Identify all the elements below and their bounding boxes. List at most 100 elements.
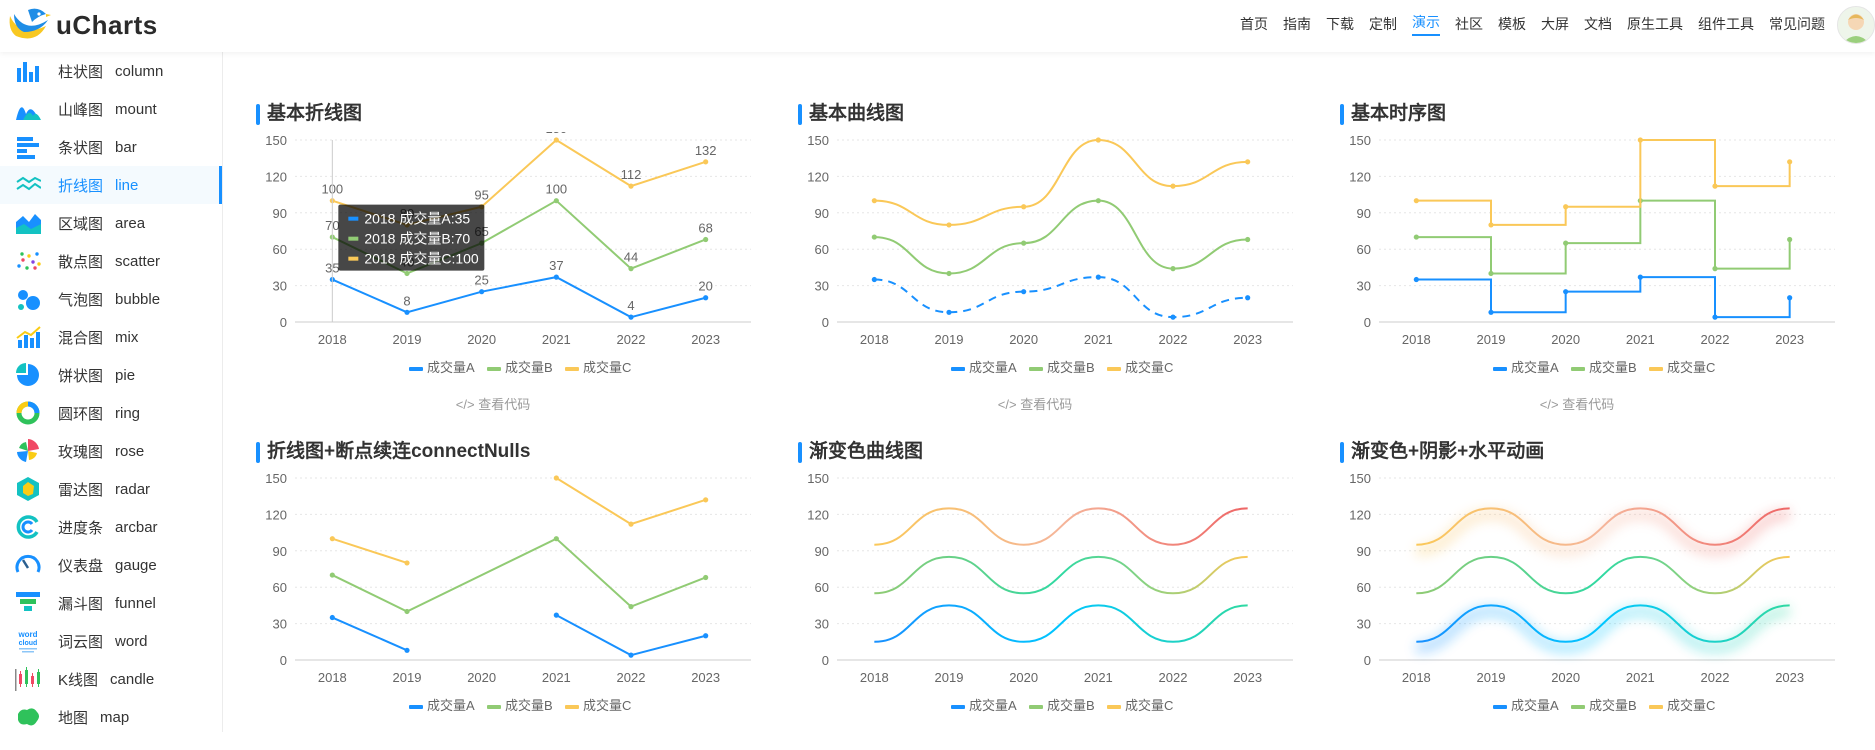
data-point[interactable] bbox=[703, 633, 709, 639]
data-point[interactable] bbox=[1170, 314, 1176, 320]
data-point[interactable] bbox=[628, 652, 634, 658]
data-point[interactable] bbox=[703, 159, 709, 165]
data-point[interactable] bbox=[1095, 198, 1101, 204]
data-point[interactable] bbox=[1563, 240, 1569, 246]
legend-label[interactable]: 成交量B bbox=[505, 698, 553, 713]
legend-label[interactable]: 成交量C bbox=[1125, 360, 1173, 375]
nav-item-11[interactable]: 常见问题 bbox=[1769, 15, 1825, 32]
logo[interactable]: uCharts bbox=[6, 6, 158, 44]
data-point[interactable] bbox=[1488, 222, 1494, 228]
data-point[interactable] bbox=[404, 560, 410, 566]
view-code-link[interactable]: </> 查看代码 bbox=[455, 397, 531, 412]
data-point[interactable] bbox=[871, 234, 877, 240]
data-point[interactable] bbox=[946, 270, 952, 277]
data-point[interactable] bbox=[1488, 270, 1494, 277]
view-code-link[interactable]: </> 查看代码 bbox=[997, 397, 1073, 412]
data-point[interactable] bbox=[946, 222, 952, 228]
data-point[interactable] bbox=[1712, 183, 1718, 189]
sidebar-item-arcbar[interactable]: 进度条 arcbar bbox=[0, 508, 222, 546]
nav-item-1[interactable]: 指南 bbox=[1283, 15, 1311, 32]
sidebar-item-mount[interactable]: 山峰图 mount bbox=[0, 90, 222, 128]
data-point[interactable] bbox=[404, 270, 410, 277]
data-point[interactable] bbox=[1637, 274, 1643, 280]
view-code-link[interactable]: </> 查看代码 bbox=[1539, 397, 1615, 412]
data-point[interactable] bbox=[871, 276, 877, 283]
sidebar-item-map[interactable]: 地图 map bbox=[0, 698, 222, 732]
sidebar-item-column[interactable]: 柱状图 column bbox=[0, 52, 222, 90]
data-point[interactable] bbox=[628, 604, 634, 610]
data-point[interactable] bbox=[404, 608, 410, 615]
legend-label[interactable]: 成交量C bbox=[583, 698, 631, 713]
data-point[interactable] bbox=[1170, 183, 1176, 189]
nav-item-6[interactable]: 模板 bbox=[1498, 15, 1526, 32]
data-point[interactable] bbox=[1245, 159, 1251, 165]
sidebar-item-word[interactable]: word cloud 词云图 word bbox=[0, 622, 222, 660]
data-point[interactable] bbox=[1170, 266, 1176, 272]
data-point[interactable] bbox=[329, 536, 335, 542]
legend-label[interactable]: 成交量A bbox=[969, 698, 1017, 713]
data-point[interactable] bbox=[1787, 236, 1793, 243]
legend-label[interactable]: 成交量C bbox=[583, 360, 631, 375]
data-point[interactable] bbox=[628, 266, 634, 272]
data-point[interactable] bbox=[479, 289, 485, 295]
data-point[interactable] bbox=[1021, 204, 1027, 210]
legend-label[interactable]: 成交量A bbox=[1511, 698, 1559, 713]
data-point[interactable] bbox=[553, 198, 559, 204]
data-point[interactable] bbox=[1021, 240, 1027, 246]
data-point[interactable] bbox=[1787, 295, 1793, 301]
data-point[interactable] bbox=[553, 137, 559, 143]
nav-item-7[interactable]: 大屏 bbox=[1541, 15, 1569, 32]
line-chart[interactable]: 0 30 60 90 120 150 2018 2019 2020 2021 2022 2023 成交量… bbox=[765, 132, 1295, 392]
sidebar-item-candle[interactable]: K线图 candle bbox=[0, 660, 222, 698]
data-point[interactable] bbox=[703, 497, 709, 503]
data-point[interactable] bbox=[329, 572, 335, 578]
legend-label[interactable]: 成交量A bbox=[1511, 360, 1559, 375]
data-point[interactable] bbox=[1245, 295, 1251, 301]
data-point[interactable] bbox=[703, 574, 709, 581]
data-point[interactable] bbox=[1712, 266, 1718, 272]
legend-label[interactable]: 成交量B bbox=[505, 360, 553, 375]
data-point[interactable] bbox=[628, 183, 634, 189]
avatar[interactable] bbox=[1837, 6, 1875, 44]
data-point[interactable] bbox=[1563, 204, 1569, 210]
nav-item-4[interactable]: 演示 bbox=[1412, 12, 1440, 36]
data-point[interactable] bbox=[1095, 137, 1101, 143]
nav-item-2[interactable]: 下载 bbox=[1326, 15, 1354, 32]
data-point[interactable] bbox=[1245, 236, 1251, 243]
data-point[interactable] bbox=[871, 198, 877, 204]
legend-label[interactable]: 成交量A bbox=[969, 360, 1017, 375]
legend-label[interactable]: 成交量B bbox=[1047, 698, 1095, 713]
data-point[interactable] bbox=[553, 612, 559, 618]
legend-label[interactable]: 成交量B bbox=[1047, 360, 1095, 375]
data-point[interactable] bbox=[553, 475, 559, 481]
data-point[interactable] bbox=[1488, 309, 1494, 315]
sidebar-item-pie[interactable]: 饼状图 pie bbox=[0, 356, 222, 394]
data-point[interactable] bbox=[628, 314, 634, 320]
sidebar-item-bar[interactable]: 条状图 bar bbox=[0, 128, 222, 166]
legend-label[interactable]: 成交量C bbox=[1125, 698, 1173, 713]
data-point[interactable] bbox=[1021, 289, 1027, 295]
data-point[interactable] bbox=[1712, 314, 1718, 320]
data-point[interactable] bbox=[703, 295, 709, 301]
data-point[interactable] bbox=[1413, 276, 1419, 283]
line-chart[interactable]: 0 30 60 90 120 150 2018 2019 2020 2021 2022 2023 成交量… bbox=[1307, 132, 1837, 392]
legend-label[interactable]: 成交量A bbox=[427, 360, 475, 375]
nav-item-0[interactable]: 首页 bbox=[1240, 15, 1268, 32]
data-point[interactable] bbox=[404, 647, 410, 653]
sidebar-item-ring[interactable]: 圆环图 ring bbox=[0, 394, 222, 432]
data-point[interactable] bbox=[1095, 274, 1101, 280]
data-point[interactable] bbox=[946, 309, 952, 315]
data-point[interactable] bbox=[553, 274, 559, 280]
nav-item-9[interactable]: 原生工具 bbox=[1627, 15, 1683, 32]
sidebar-item-bubble[interactable]: 气泡图 bubble bbox=[0, 280, 222, 318]
sidebar-item-scatter[interactable]: 散点图 scatter bbox=[0, 242, 222, 280]
legend-label[interactable]: 成交量C bbox=[1667, 698, 1715, 713]
nav-item-8[interactable]: 文档 bbox=[1584, 15, 1612, 32]
nav-item-5[interactable]: 社区 bbox=[1455, 15, 1483, 32]
data-point[interactable] bbox=[1563, 289, 1569, 295]
data-point[interactable] bbox=[1787, 159, 1793, 165]
line-chart[interactable]: 0 30 60 90 120 150 2018 2019 2020 2021 2022 2023 成交量… bbox=[1307, 470, 1837, 730]
legend-label[interactable]: 成交量A bbox=[427, 698, 475, 713]
data-point[interactable] bbox=[628, 521, 634, 527]
nav-item-10[interactable]: 组件工具 bbox=[1698, 15, 1754, 32]
